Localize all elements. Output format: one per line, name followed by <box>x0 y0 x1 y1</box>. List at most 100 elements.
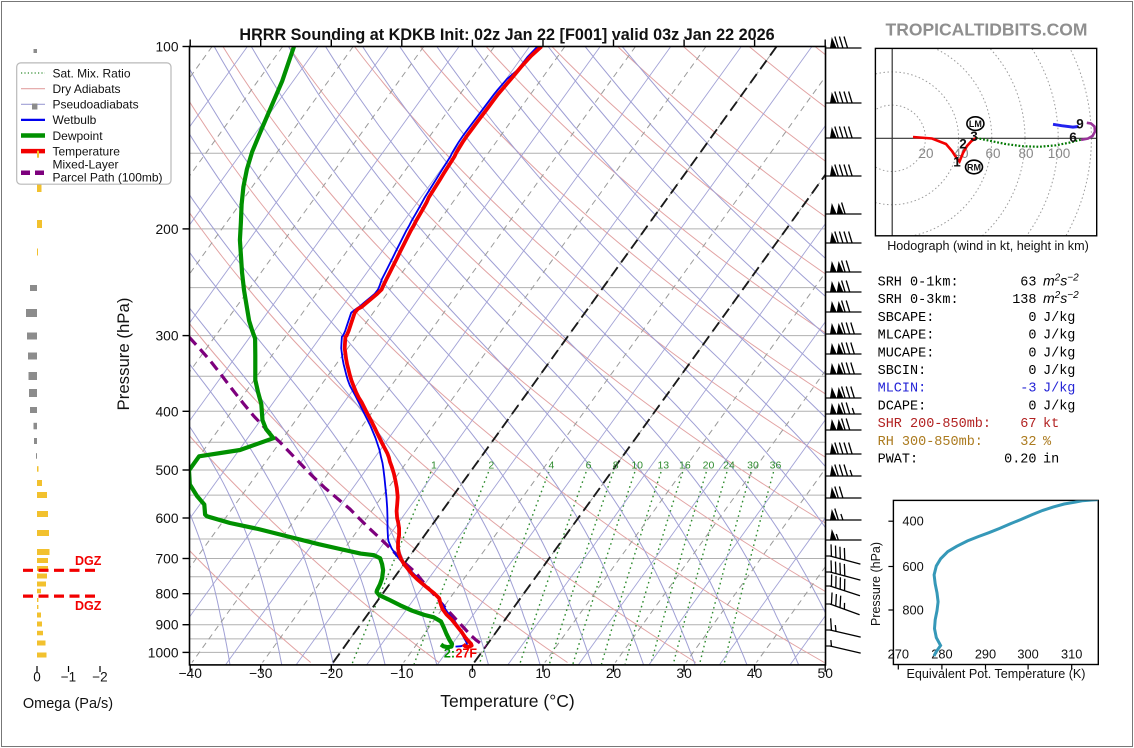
svg-text:1000: 1000 <box>148 645 179 660</box>
svg-text:Dewpoint: Dewpoint <box>53 129 104 143</box>
svg-text:100: 100 <box>1048 146 1071 161</box>
svg-text:30: 30 <box>747 460 759 472</box>
svg-text:27F: 27F <box>456 647 478 661</box>
svg-text:600: 600 <box>902 559 923 574</box>
svg-text:J/kg: J/kg <box>1043 329 1075 344</box>
svg-text:2: 2 <box>488 460 494 472</box>
svg-text:300: 300 <box>1017 647 1038 662</box>
svg-text:Pressure (hPa): Pressure (hPa) <box>114 298 133 411</box>
svg-text:J/kg: J/kg <box>1043 364 1075 379</box>
svg-text:−20: −20 <box>320 666 344 681</box>
svg-text:4: 4 <box>548 460 554 472</box>
svg-text:−2: −2 <box>92 670 107 685</box>
svg-text:1: 1 <box>431 460 437 472</box>
svg-text:SRH 0-3km:: SRH 0-3km: <box>878 293 959 308</box>
svg-text:30: 30 <box>676 666 692 681</box>
svg-text:800: 800 <box>902 603 923 618</box>
svg-text:LM: LM <box>969 119 982 129</box>
svg-text:36: 36 <box>770 460 782 472</box>
svg-text:0: 0 <box>33 670 41 685</box>
svg-text:9: 9 <box>1076 117 1084 132</box>
svg-text:in: in <box>1043 453 1059 468</box>
svg-text:2: 2 <box>959 137 967 152</box>
svg-text:Temperature (°C): Temperature (°C) <box>440 691 574 711</box>
svg-text:Parcel Path (100mb): Parcel Path (100mb) <box>53 171 163 185</box>
svg-text:20: 20 <box>703 460 715 472</box>
svg-text:kt: kt <box>1043 417 1059 432</box>
svg-text:800: 800 <box>155 587 178 602</box>
svg-text:DGZ: DGZ <box>75 554 102 568</box>
svg-text:SHR 200-850mb:: SHR 200-850mb: <box>878 417 991 432</box>
svg-text:60: 60 <box>985 146 1000 161</box>
svg-text:10: 10 <box>535 666 551 681</box>
svg-text:J/kg: J/kg <box>1043 311 1075 326</box>
svg-text:200: 200 <box>155 222 178 237</box>
svg-text:RM: RM <box>967 163 981 173</box>
svg-text:%: % <box>1043 435 1052 450</box>
svg-text:0: 0 <box>1028 311 1036 326</box>
svg-text:400: 400 <box>902 514 923 529</box>
svg-text:3: 3 <box>970 129 978 144</box>
svg-text:MLCIN:: MLCIN: <box>878 382 927 397</box>
svg-text:PWAT:: PWAT: <box>878 453 919 468</box>
svg-text:Pressure (hPa): Pressure (hPa) <box>869 542 883 626</box>
svg-text:10: 10 <box>631 460 643 472</box>
svg-text:RH 300-850mb:: RH 300-850mb: <box>878 435 983 450</box>
svg-text:270: 270 <box>888 647 909 662</box>
svg-text:Mixed-Layer: Mixed-Layer <box>53 158 119 172</box>
svg-text:138: 138 <box>1012 293 1036 308</box>
svg-text:Equivalent Pot. Temperature (K: Equivalent Pot. Temperature (K) <box>907 667 1086 681</box>
svg-text:63: 63 <box>1020 276 1036 291</box>
svg-text:Hodograph (wind in kt, height: Hodograph (wind in kt, height in km) <box>887 239 1089 253</box>
svg-text:32: 32 <box>1020 435 1036 450</box>
svg-text:600: 600 <box>155 511 178 526</box>
svg-text:310: 310 <box>1061 647 1082 662</box>
svg-text:Dry Adiabats: Dry Adiabats <box>53 82 121 96</box>
svg-text:700: 700 <box>155 552 178 567</box>
svg-text:24: 24 <box>723 460 735 472</box>
svg-text:50: 50 <box>818 666 834 681</box>
svg-text:2:: 2: <box>444 647 455 661</box>
svg-text:−1: −1 <box>61 670 76 685</box>
svg-text:0: 0 <box>1028 399 1036 414</box>
svg-text:MLCAPE:: MLCAPE: <box>878 329 935 344</box>
svg-text:500: 500 <box>155 463 178 478</box>
svg-text:20: 20 <box>606 666 622 681</box>
svg-text:MUCAPE:: MUCAPE: <box>878 346 935 361</box>
svg-text:290: 290 <box>975 647 996 662</box>
svg-text:Sat. Mix. Ratio: Sat. Mix. Ratio <box>53 66 131 80</box>
svg-text:DCAPE:: DCAPE: <box>878 399 927 414</box>
svg-text:−30: −30 <box>249 666 273 681</box>
svg-text:SBCIN:: SBCIN: <box>878 364 927 379</box>
svg-text:J/kg: J/kg <box>1043 382 1075 397</box>
svg-text:SBCAPE:: SBCAPE: <box>878 311 935 326</box>
svg-text:900: 900 <box>155 618 178 633</box>
svg-text:8: 8 <box>613 460 619 472</box>
svg-text:16: 16 <box>679 460 691 472</box>
svg-text:−40: −40 <box>178 666 202 681</box>
svg-text:20: 20 <box>918 146 933 161</box>
svg-text:TROPICALTIDBITS.COM: TROPICALTIDBITS.COM <box>886 20 1088 40</box>
svg-text:J/kg: J/kg <box>1043 399 1075 414</box>
svg-text:Temperature: Temperature <box>53 144 121 158</box>
svg-text:SRH 0-1km:: SRH 0-1km: <box>878 276 959 291</box>
svg-text:0: 0 <box>469 666 477 681</box>
svg-text:13: 13 <box>657 460 669 472</box>
svg-text:0: 0 <box>1028 346 1036 361</box>
svg-text:0: 0 <box>1028 329 1036 344</box>
svg-text:100: 100 <box>155 40 178 55</box>
svg-text:−10: −10 <box>390 666 414 681</box>
svg-text:1: 1 <box>953 155 961 170</box>
svg-text:6: 6 <box>1069 130 1077 145</box>
svg-text:HRRR Sounding at KDKB Init: 02: HRRR Sounding at KDKB Init: 02z Jan 22 [… <box>239 26 774 44</box>
svg-text:400: 400 <box>155 404 178 419</box>
svg-text:Pseudoadiabats: Pseudoadiabats <box>53 98 139 112</box>
svg-text:-3: -3 <box>1020 382 1036 397</box>
svg-text:80: 80 <box>1018 146 1033 161</box>
svg-text:J/kg: J/kg <box>1043 346 1075 361</box>
svg-text:0: 0 <box>1028 364 1036 379</box>
svg-text:Omega (Pa/s): Omega (Pa/s) <box>23 696 113 712</box>
svg-text:0.20: 0.20 <box>1004 453 1036 468</box>
svg-text:40: 40 <box>747 666 763 681</box>
svg-text:DGZ: DGZ <box>75 599 102 613</box>
